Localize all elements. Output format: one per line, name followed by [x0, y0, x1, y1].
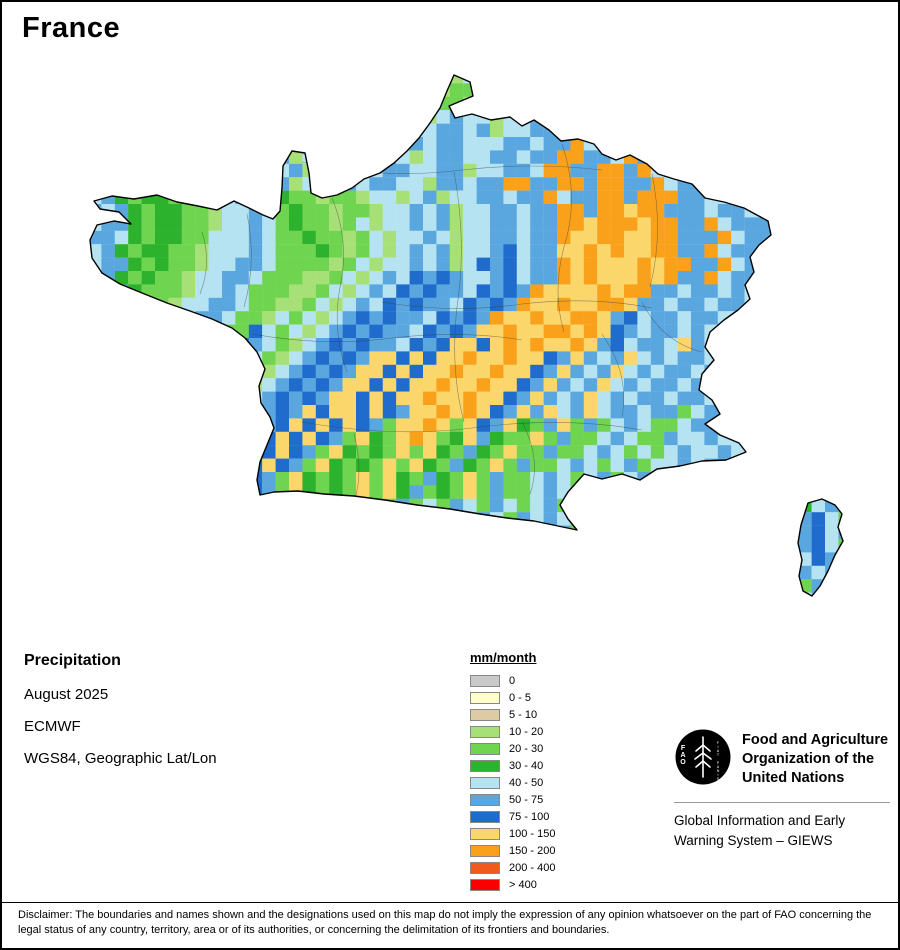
precipitation-raster — [90, 75, 843, 596]
fao-org-name: Food and Agriculture Organization of the… — [742, 728, 888, 788]
legend-list: 0 0 - 5 5 - 10 10 - 20 20 - 30 30 - 40 40 - 50… — [470, 672, 555, 893]
info-projection: WGS84, Geographic Lat/Lon — [24, 750, 217, 767]
legend-entry: 5 - 10 — [470, 706, 555, 723]
fao-logo: FAO FIAT PANIS — [675, 729, 731, 785]
legend-entry: 0 — [470, 672, 555, 689]
giews-line-1: Global Information and Early — [674, 812, 846, 828]
info-heading: Precipitation — [24, 652, 121, 669]
legend-swatch — [470, 725, 500, 738]
legend-entry: > 400 — [470, 876, 555, 893]
map-info-block: Precipitation August 2025 ECMWF WGS84, G… — [24, 652, 217, 782]
france-precipitation-map — [89, 74, 844, 597]
legend-label: 20 - 30 — [509, 742, 544, 755]
info-date: August 2025 — [24, 686, 109, 703]
legend-entry: 30 - 40 — [470, 757, 555, 774]
legend-swatch — [470, 827, 500, 840]
legend-swatch — [470, 844, 500, 857]
legend-swatch — [470, 708, 500, 721]
legend-label: 30 - 40 — [509, 759, 544, 772]
legend-label: > 400 — [509, 878, 537, 891]
disclaimer-divider — [2, 902, 898, 903]
legend-entry: 20 - 30 — [470, 740, 555, 757]
legend-swatch — [470, 674, 500, 687]
legend-label: 150 - 200 — [509, 844, 556, 857]
legend-entry: 150 - 200 — [470, 842, 555, 859]
legend-entry: 100 - 150 — [470, 825, 555, 842]
page-title: France — [22, 12, 121, 44]
legend-swatch — [470, 759, 500, 772]
legend-entry: 75 - 100 — [470, 808, 555, 825]
legend-swatch — [470, 878, 500, 891]
info-source: ECMWF — [24, 718, 81, 735]
fao-block: FAO FIAT PANIS Food and Agriculture Orga… — [674, 728, 890, 851]
legend-entry: 50 - 75 — [470, 791, 555, 808]
wheat-ear-icon — [694, 736, 712, 778]
legend-label: 40 - 50 — [509, 776, 544, 789]
legend-entry: 200 - 400 — [470, 859, 555, 876]
legend-label: 100 - 150 — [509, 827, 556, 840]
fao-org-line-1: Food and Agriculture — [742, 732, 889, 748]
legend-label: 0 - 5 — [509, 691, 532, 704]
fao-org-line-2: Organization of the — [742, 750, 875, 767]
legend-entry: 0 - 5 — [470, 689, 555, 706]
legend-label: 200 - 400 — [509, 861, 556, 874]
legend-swatch — [470, 742, 500, 755]
fao-org-line-3: United Nations — [742, 769, 845, 786]
legend-label: 75 - 100 — [509, 810, 550, 823]
giews-text: Global Information and Early Warning Sys… — [674, 811, 890, 852]
fao-logo-motto: FIAT PANIS — [716, 741, 720, 781]
giews-line-2: Warning System – GIEWS — [674, 832, 833, 848]
legend-entry: 40 - 50 — [470, 774, 555, 791]
legend-label: 10 - 20 — [509, 725, 544, 738]
legend-swatch — [470, 861, 500, 874]
corsica-outline — [797, 498, 844, 597]
legend-swatch — [470, 776, 500, 789]
disclaimer: Disclaimer: The boundaries and names sho… — [18, 909, 872, 936]
legend-swatch — [470, 691, 500, 704]
legend-swatch — [470, 810, 500, 823]
legend-label: 0 — [509, 674, 516, 687]
fao-divider — [674, 801, 890, 803]
legend-label: 50 - 75 — [509, 793, 544, 806]
legend-label: 5 - 10 — [509, 708, 538, 721]
fao-logo-text: FAO — [679, 745, 686, 766]
legend-title: mm/month — [470, 650, 537, 665]
legend-swatch — [470, 793, 500, 806]
legend: mm/month 0 0 - 5 5 - 10 10 - 20 20 - 30 30 - … — [470, 650, 555, 893]
legend-entry: 10 - 20 — [470, 723, 555, 740]
france-outline — [89, 74, 772, 531]
